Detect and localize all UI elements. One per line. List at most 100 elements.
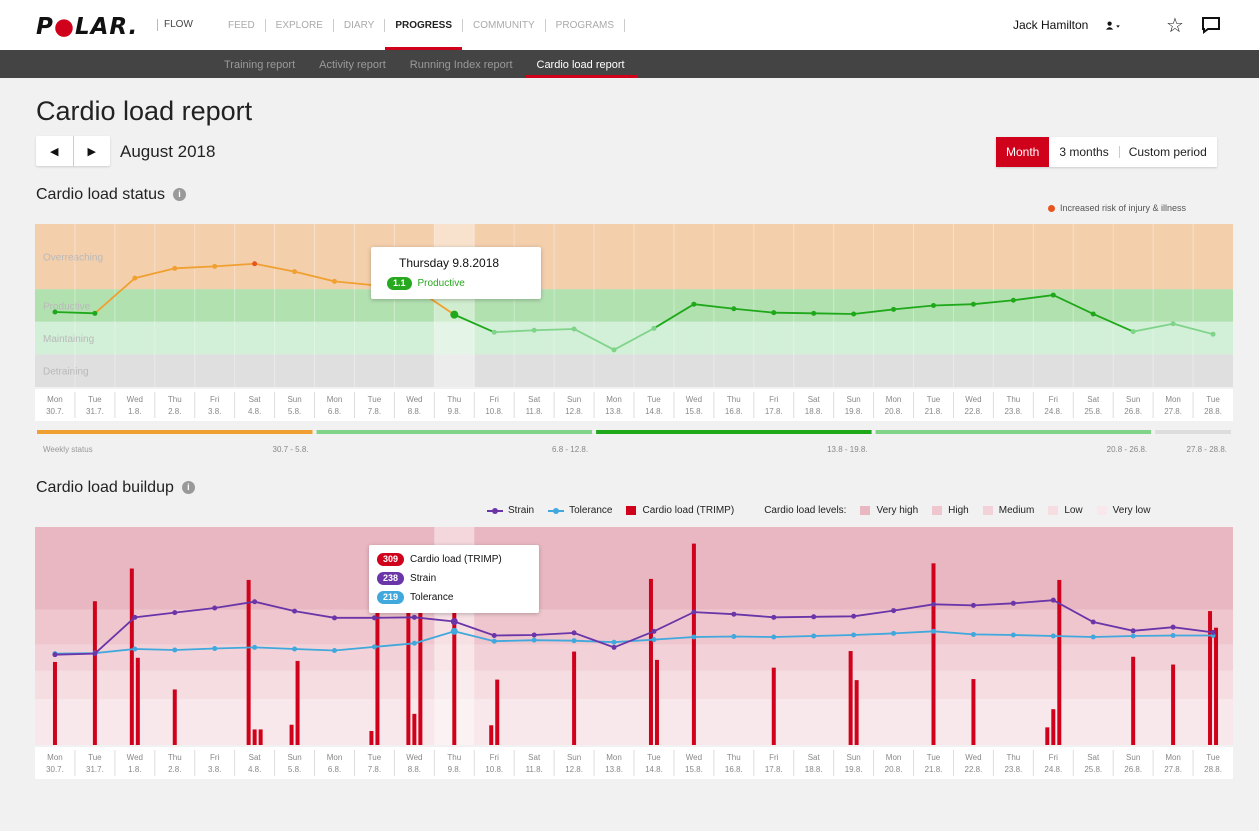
status-date-label: 6.8. xyxy=(328,407,341,416)
nav-feed[interactable]: FEED xyxy=(218,19,266,32)
strain-point xyxy=(212,605,218,611)
polar-logo[interactable]: P●LAR. xyxy=(36,14,139,40)
status-date-label: 21.8. xyxy=(925,407,943,416)
buildup-date-label: 10.8. xyxy=(485,765,503,774)
weekly-range-label: 20.8 - 26.8. xyxy=(1107,445,1147,454)
very-high-label: Very high xyxy=(876,505,919,516)
buildup-date-label: 14.8. xyxy=(645,765,663,774)
user-menu-icon[interactable] xyxy=(1106,18,1124,34)
info-icon[interactable]: i xyxy=(181,481,195,495)
strain-line-icon xyxy=(487,507,503,515)
buildup-day-label: Sun xyxy=(847,753,861,762)
info-icon[interactable]: i xyxy=(172,188,186,202)
strain-point xyxy=(931,601,936,607)
period-3-months-button[interactable]: 3 months xyxy=(1059,145,1109,159)
status-point xyxy=(132,275,138,281)
status-point xyxy=(811,310,817,316)
status-date-label: 15.8. xyxy=(685,407,703,416)
favorites-star-icon[interactable]: ☆ xyxy=(1166,15,1184,37)
buildup-day-label: Tue xyxy=(1206,753,1220,762)
weekly-range-label: 27.8 - 28.8. xyxy=(1187,445,1227,454)
strain-point xyxy=(1210,629,1216,635)
tab-running-index-report[interactable]: Running Index report xyxy=(409,59,513,71)
status-day-label: Sat xyxy=(808,395,821,404)
tooltip-cardio-load-label: Cardio load (TRIMP) xyxy=(410,554,502,565)
legend-tolerance: Tolerance xyxy=(548,505,612,516)
cardio-load-bar xyxy=(848,651,853,745)
strain-point xyxy=(252,599,258,605)
tolerance-point xyxy=(491,638,497,644)
top-bar: P●LAR. FLOW FEED EXPLORE DIARY PROGRESS … xyxy=(0,0,1259,50)
buildup-day-label: Fri xyxy=(769,753,779,762)
status-line-segment xyxy=(254,262,295,273)
strain-point xyxy=(731,611,737,617)
tab-training-report[interactable]: Training report xyxy=(224,59,296,71)
cardio-load-bar xyxy=(246,579,251,745)
status-date-label: 11.8. xyxy=(526,407,543,416)
strain-point xyxy=(531,632,537,638)
risk-dot-icon xyxy=(1048,205,1055,213)
status-date-label: 8.8. xyxy=(408,407,421,416)
weekly-status-bar xyxy=(596,430,872,434)
status-point xyxy=(172,265,178,271)
very-high-swatch xyxy=(860,506,871,515)
buildup-date-label: 30.7. xyxy=(46,765,64,774)
status-line-segment xyxy=(1132,322,1174,333)
nav-progress[interactable]: PROGRESS xyxy=(385,19,463,50)
nav-explore[interactable]: EXPLORE xyxy=(266,19,334,32)
buildup-day-label: Mon xyxy=(327,753,343,762)
medium-label: Medium xyxy=(998,505,1035,516)
next-month-button[interactable]: ▶ xyxy=(72,136,111,166)
strain-point xyxy=(571,630,577,636)
risk-legend: Increased risk of injury & illness xyxy=(1048,203,1186,213)
status-date-label: 26.8. xyxy=(1124,407,1142,416)
cardio-load-bar xyxy=(495,679,500,745)
status-point xyxy=(651,325,657,331)
period-month-button[interactable]: Month xyxy=(996,137,1050,167)
status-point xyxy=(1090,311,1096,317)
tolerance-point xyxy=(1090,634,1096,640)
status-day-label: Tue xyxy=(647,395,661,404)
tab-activity-report[interactable]: Activity report xyxy=(319,59,386,71)
buildup-day-label: Wed xyxy=(965,753,981,762)
very-low-label: Very low xyxy=(1112,505,1151,516)
status-day-label: Fri xyxy=(490,395,500,404)
status-day-label: Wed xyxy=(127,395,143,404)
status-line-segment xyxy=(214,262,255,268)
strain-point xyxy=(651,628,657,634)
zone-label: Overreaching xyxy=(43,253,103,264)
status-date-label: 4.8. xyxy=(248,407,261,416)
nav-community[interactable]: COMMUNITY xyxy=(463,19,546,32)
tooltip-tolerance-label: Tolerance xyxy=(410,592,454,603)
high-swatch xyxy=(932,506,943,515)
zone-label: Detraining xyxy=(43,367,89,378)
status-point xyxy=(252,261,258,267)
weekly-status-bar xyxy=(37,430,313,434)
status-line-segment xyxy=(813,312,854,315)
nav-diary[interactable]: DIARY xyxy=(334,19,386,32)
buildup-date-label: 15.8. xyxy=(685,765,703,774)
messages-icon[interactable] xyxy=(1201,16,1221,34)
status-day-label: Sun xyxy=(567,395,581,404)
buildup-date-label: 8.8. xyxy=(408,765,421,774)
nav-programs[interactable]: PROGRAMS xyxy=(546,19,626,32)
levels-label: Cardio load levels: xyxy=(764,505,847,516)
arrow-right-icon: ▶ xyxy=(87,145,96,158)
buildup-date-label: 4.8. xyxy=(248,765,261,774)
user-name[interactable]: Jack Hamilton xyxy=(1013,18,1089,32)
tooltip-value-badge: 1.1 xyxy=(387,277,412,290)
status-date-label: 2.8. xyxy=(168,407,181,416)
status-day-label: Sun xyxy=(1126,395,1140,404)
tolerance-point xyxy=(332,648,337,654)
previous-month-button[interactable]: ◀ xyxy=(36,136,73,166)
status-line-segment xyxy=(693,303,734,310)
status-line-segment xyxy=(494,329,535,334)
sub-nav: Training report Activity report Running … xyxy=(212,50,637,78)
status-point xyxy=(332,278,337,284)
cardio-load-bar xyxy=(406,598,411,745)
weekly-range-label: 30.7 - 5.8. xyxy=(273,445,309,454)
period-custom-button[interactable]: Custom period xyxy=(1118,137,1217,167)
status-line-segment xyxy=(773,311,814,315)
tab-cardio-load-report[interactable]: Cardio load report xyxy=(524,50,637,78)
buildup-date-label: 17.8. xyxy=(765,765,783,774)
